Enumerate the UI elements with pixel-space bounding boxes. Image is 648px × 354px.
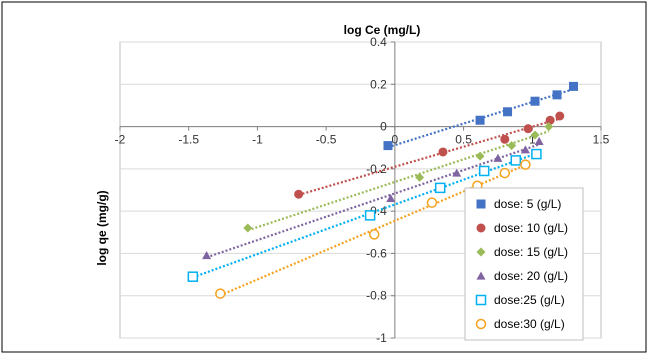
x-tick-label: -2 xyxy=(115,133,126,147)
data-point-series-2 xyxy=(523,124,533,134)
legend-marker-1 xyxy=(476,199,486,209)
data-point-series-2 xyxy=(294,189,304,199)
x-tick-label: 0.5 xyxy=(455,133,472,147)
data-point-series-1 xyxy=(569,81,579,91)
data-point-series-4 xyxy=(452,168,462,177)
data-point-series-3 xyxy=(507,141,517,151)
data-point-series-5 xyxy=(187,271,199,282)
data-point-series-1 xyxy=(503,107,513,117)
y-tick-label: -0.8 xyxy=(366,289,387,303)
data-point-series-1 xyxy=(530,96,540,106)
data-point-series-3 xyxy=(544,122,554,132)
legend-marker-4 xyxy=(476,271,486,280)
data-point-series-3 xyxy=(415,172,425,182)
axes: -2 -1.5 -1 -0.5 0 0.5 1 1.50.40.20-0.2-0.4-0.6-… xyxy=(115,35,610,345)
data-point-series-3 xyxy=(475,151,485,161)
data-point-series-5 xyxy=(478,165,490,177)
legend: dose: 5 (g/L) dose: 10 (g/L) dose: 15 (g/L… xyxy=(464,187,584,341)
y-tick-label: 0.4 xyxy=(370,35,387,49)
legend-marker-5 xyxy=(475,294,487,306)
x-tick-label: 0 xyxy=(392,133,399,147)
data-point-series-2 xyxy=(500,134,510,144)
legend-label-1: dose: 5 (g/L) xyxy=(494,197,561,211)
data-point-series-4 xyxy=(386,193,396,203)
legend-label-6: dose:30 (g/L) xyxy=(494,317,565,331)
y-tick-label: -0.6 xyxy=(366,246,387,260)
data-point-series-1 xyxy=(475,115,485,125)
x-tick-label: -1.5 xyxy=(178,133,199,147)
legend-marker-3 xyxy=(476,247,486,257)
y-tick-label: 0.2 xyxy=(370,77,387,91)
data-point-series-5 xyxy=(434,182,446,194)
legend-label-2: dose: 10 (g/L) xyxy=(494,221,568,235)
data-point-series-6 xyxy=(499,167,511,179)
data-point-series-4 xyxy=(202,251,212,260)
data-point-series-3 xyxy=(243,223,253,233)
x-axis-title: log Ce (mg/L) xyxy=(344,23,421,37)
data-point-series-4 xyxy=(493,153,503,162)
trendline-series-2 xyxy=(298,117,561,196)
legend-label-5: dose:25 (g/L) xyxy=(494,293,565,307)
data-point-series-2 xyxy=(438,147,448,157)
data-point-series-3 xyxy=(530,130,540,140)
x-tick-label: 1.5 xyxy=(593,133,610,147)
y-axis-title: log qe (mg/g) xyxy=(95,190,109,265)
legend-marker-2 xyxy=(476,223,486,233)
x-tick-label: -1 xyxy=(252,133,263,147)
data-point-series-6 xyxy=(368,229,380,240)
legend-marker-6 xyxy=(475,318,487,330)
data-point-series-6 xyxy=(215,288,226,299)
y-tick-label: -0.2 xyxy=(366,162,387,176)
x-tick-label: -0.5 xyxy=(316,133,337,147)
data-point-series-2 xyxy=(555,111,565,121)
data-point-series-2 xyxy=(545,115,555,125)
data-point-series-4 xyxy=(520,145,530,154)
legend-box xyxy=(464,187,584,341)
data-point-series-1 xyxy=(552,90,562,100)
data-point-series-5 xyxy=(364,210,376,221)
legend-label-3: dose: 15 (g/L) xyxy=(494,245,568,259)
legend-label-4: dose: 20 (g/L) xyxy=(494,269,568,283)
trendline-series-4 xyxy=(206,143,540,259)
x-tick-label: 1 xyxy=(529,133,536,147)
trendline-series-3 xyxy=(247,130,550,232)
data-point-series-1 xyxy=(383,141,393,151)
data-point-series-5 xyxy=(531,148,542,160)
data-point-series-5 xyxy=(510,155,522,166)
y-tick-label: -1 xyxy=(376,331,387,345)
data-point-series-6 xyxy=(426,197,438,208)
data-point-series-4 xyxy=(534,136,544,145)
y-tick-label: 0 xyxy=(380,120,387,134)
data-points xyxy=(187,81,579,299)
data-point-series-6 xyxy=(520,159,531,170)
